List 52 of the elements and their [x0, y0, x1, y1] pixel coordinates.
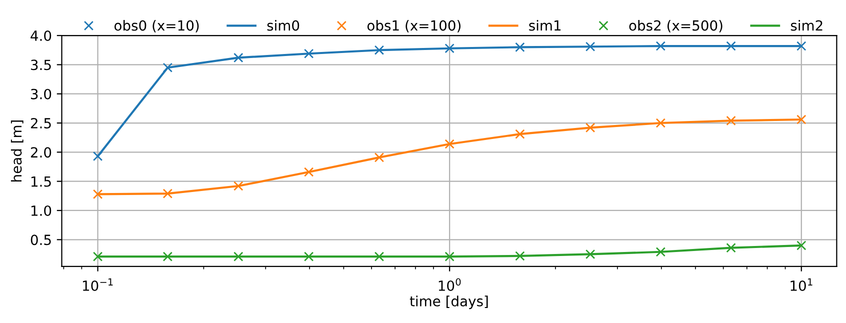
point [656, 247, 666, 257]
y-tick-label: 3.5 [31, 60, 51, 70]
y-tick-label: 4.0 [30, 30, 52, 42]
point [796, 240, 806, 250]
point [304, 167, 314, 177]
point [92, 151, 103, 162]
y-axis-title: head [m] [10, 120, 24, 182]
point [585, 122, 596, 133]
x-tick-label: 10$^{0}$ [438, 278, 461, 291]
point [515, 251, 525, 261]
y-tick-label: 1.0 [31, 205, 52, 216]
legend-label: obs1 (x=100) [367, 20, 460, 32]
point [162, 62, 173, 72]
point [162, 252, 173, 262]
point [304, 252, 314, 262]
point [796, 41, 806, 51]
y-tick-label: 1.5 [31, 176, 51, 187]
point [656, 118, 666, 128]
point [585, 42, 596, 52]
x-axis-title: time [days] [410, 296, 488, 310]
point [234, 52, 244, 63]
y-tick-label: 2.0 [30, 147, 52, 158]
point [726, 116, 736, 126]
point [92, 189, 103, 200]
point [162, 188, 173, 198]
y-tick-label: 3.0 [31, 88, 52, 100]
point [92, 252, 103, 262]
point [656, 41, 666, 51]
point [585, 249, 596, 260]
legend-label: sim2 [790, 20, 822, 31]
legend-label: obs0 (x=10) [114, 20, 199, 32]
legend-label: sim1 [529, 20, 561, 31]
point [234, 181, 244, 191]
point [304, 48, 314, 58]
point [444, 139, 454, 149]
x-tick-label: 10$^{1}$ [790, 278, 812, 291]
point [234, 252, 244, 262]
y-tick-label: 0.5 [30, 234, 51, 246]
x-tick-label: 10$^{−1}$ [82, 278, 113, 291]
point [374, 152, 384, 162]
legend-label: obs2 (x=500) [629, 20, 722, 32]
point [515, 129, 525, 139]
point [515, 42, 525, 52]
point [726, 242, 736, 253]
point [374, 45, 384, 55]
point [796, 114, 806, 124]
point [374, 252, 384, 262]
point [444, 252, 454, 262]
point [726, 41, 736, 51]
legend-label: sim0 [267, 20, 300, 31]
point [444, 44, 454, 54]
y-tick-label: 2.5 [30, 118, 51, 128]
